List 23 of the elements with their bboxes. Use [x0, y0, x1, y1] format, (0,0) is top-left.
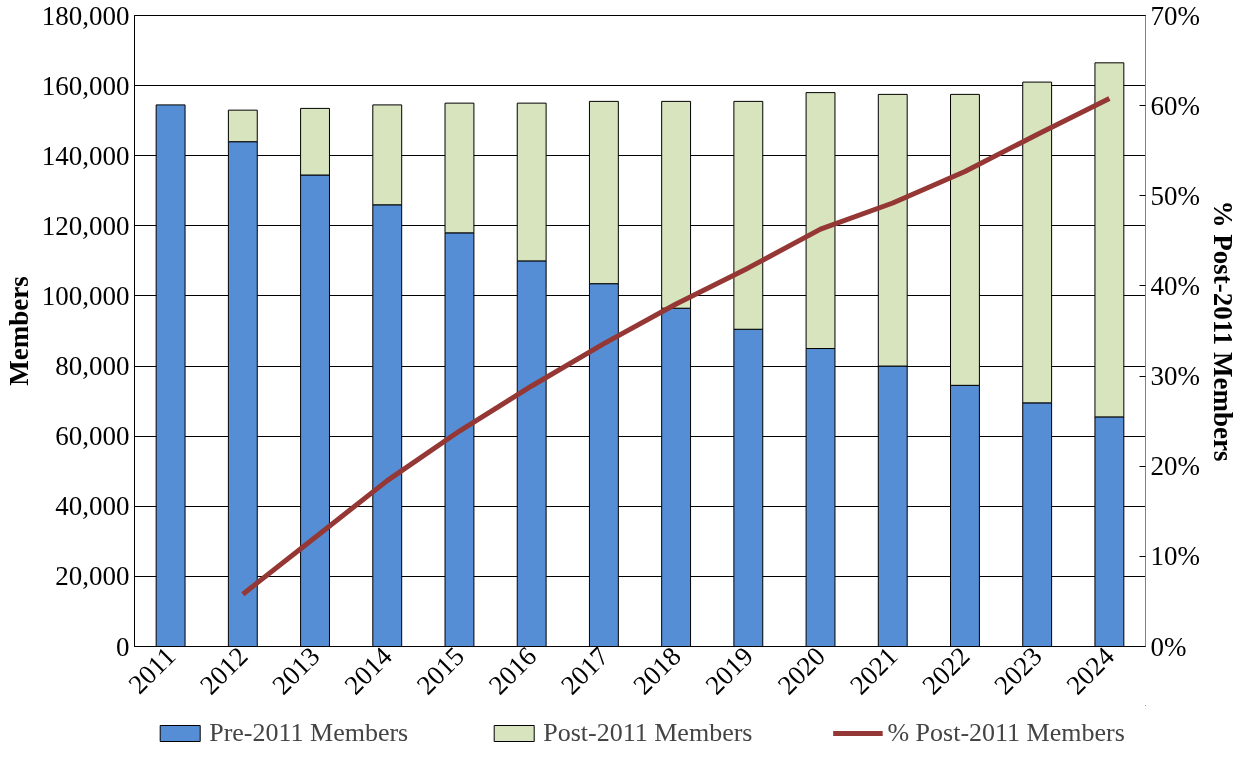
y-tick-label: 160,000 [41, 70, 130, 101]
y-tick-label: 140,000 [41, 140, 130, 171]
y2-tick-label: 0% [1150, 631, 1187, 662]
y-tick-label: 100,000 [41, 280, 130, 311]
y-tick-label: 20,000 [55, 561, 130, 592]
y-axis-title: Members [3, 276, 34, 386]
y2-tick-label: 40% [1150, 270, 1200, 301]
y2-tick-label: 70% [1150, 0, 1200, 31]
y2-tick-label: 50% [1150, 180, 1200, 211]
y2-tick-label: 20% [1150, 451, 1200, 482]
y2-tick-label: 60% [1150, 90, 1200, 121]
y2-tick-label: 30% [1150, 361, 1200, 392]
y-tick-label: 180,000 [41, 0, 130, 31]
legend-label: % Post-2011 Members [887, 717, 1125, 748]
y-tick-label: 80,000 [55, 351, 130, 382]
y2-axis-title: % Post-2011 Members [1207, 200, 1238, 462]
y-tick-label: 0 [116, 631, 130, 662]
y-tick-label: 40,000 [55, 491, 130, 522]
y-tick-label: 120,000 [41, 210, 130, 241]
y-tick-label: 60,000 [55, 421, 130, 452]
legend-label: Post-2011 Members [543, 717, 753, 748]
y2-tick-label: 10% [1150, 541, 1200, 572]
legend-label: Pre-2011 Members [209, 717, 409, 748]
